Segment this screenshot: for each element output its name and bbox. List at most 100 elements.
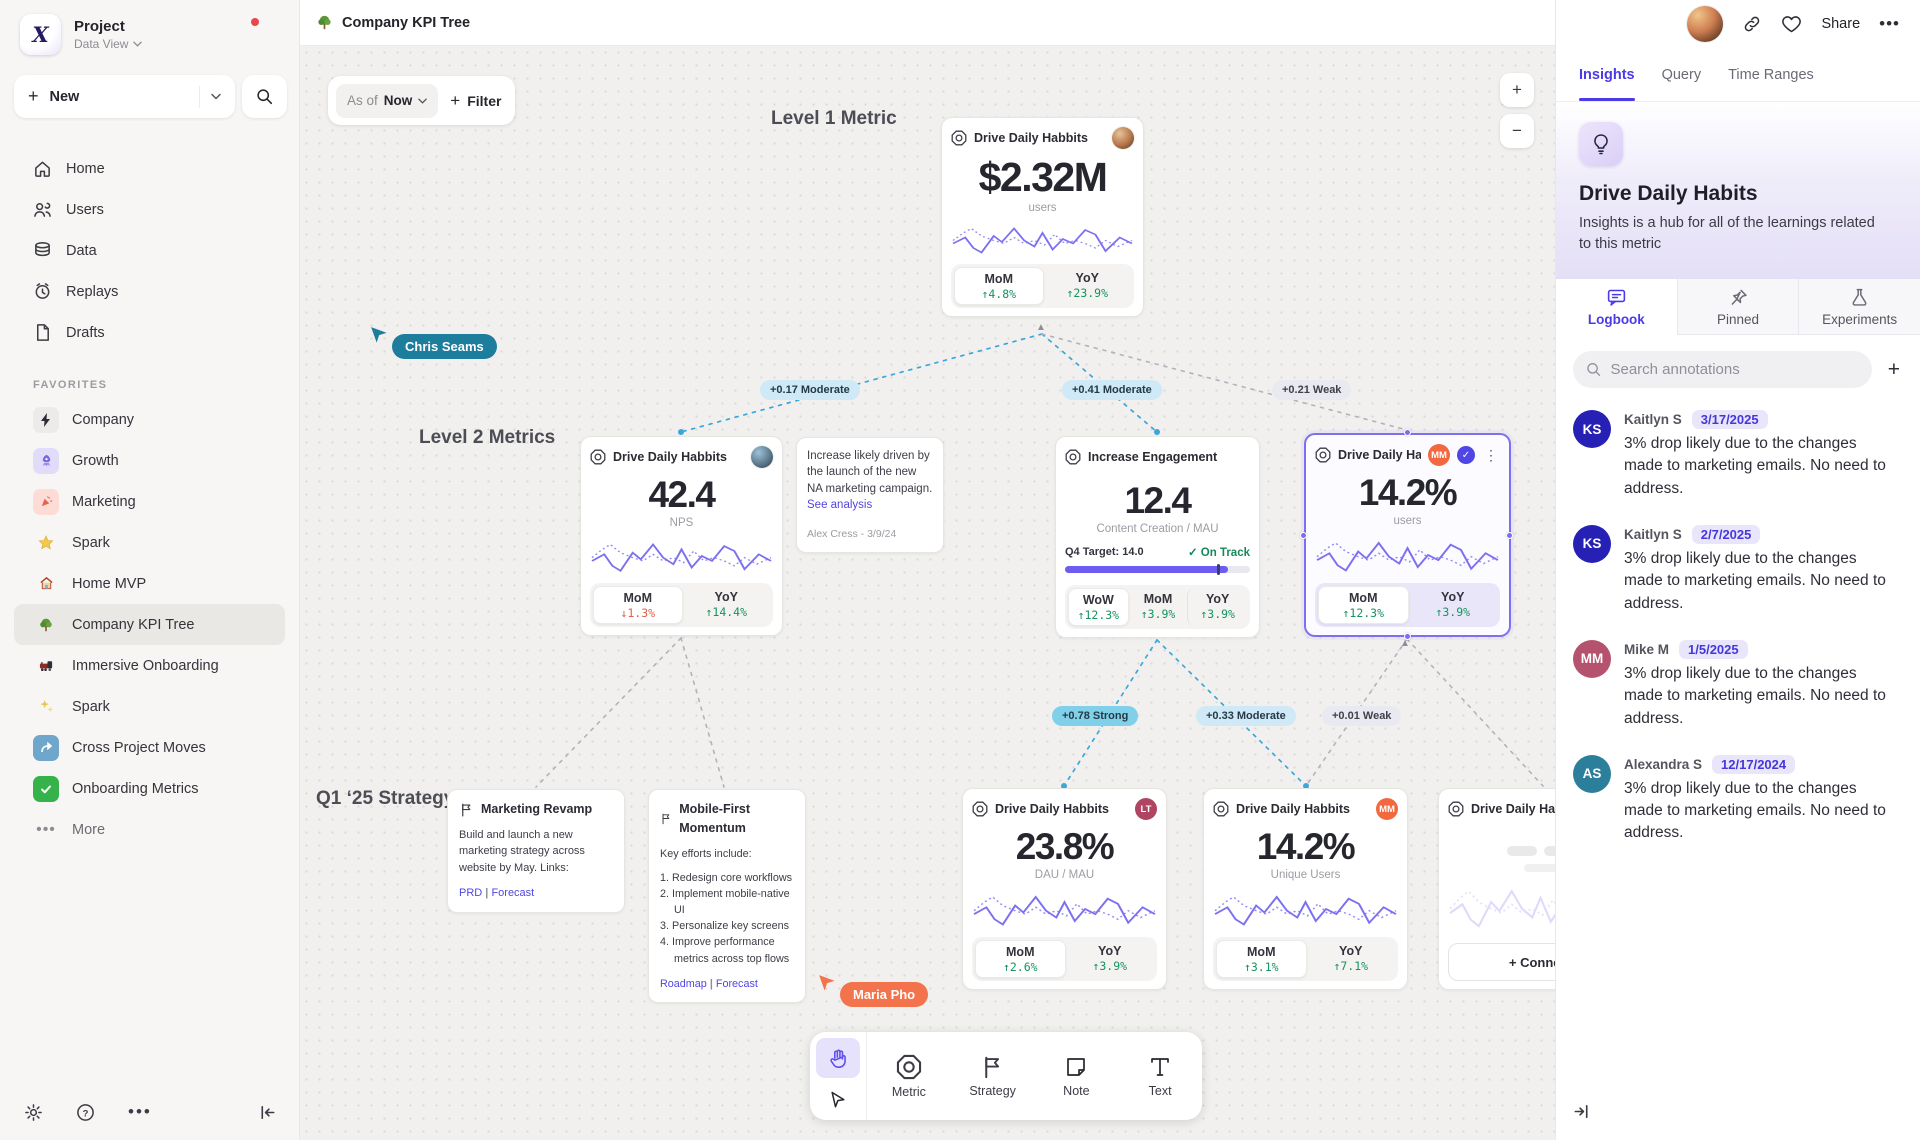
favorite-item-spark[interactable]: Spark xyxy=(14,522,285,563)
mom-chip[interactable]: MoM ↓1.3% xyxy=(593,586,683,624)
collapse-sidebar-icon[interactable] xyxy=(258,1103,277,1122)
mom-chip[interactable]: MoM ↑2.6% xyxy=(975,940,1066,978)
selection-handle[interactable] xyxy=(1404,633,1411,640)
connection-label: +0.41 Moderate xyxy=(1062,380,1162,400)
more-options-icon[interactable]: ••• xyxy=(128,1102,152,1121)
favorites-more[interactable]: ••• More xyxy=(14,809,285,850)
new-button[interactable]: + New xyxy=(14,75,235,118)
yoy-chip[interactable]: YoY ↑3.9% xyxy=(1092,944,1128,973)
annotation-item[interactable]: KS Kaitlyn S 2/7/2025 3% drop likely due… xyxy=(1573,524,1903,615)
text-tool-button[interactable]: Text xyxy=(1118,1032,1202,1120)
project-view-switcher[interactable]: Data View xyxy=(74,37,143,51)
share-button[interactable]: Share xyxy=(1821,16,1861,32)
sidebar-item-data[interactable]: Data xyxy=(0,230,299,271)
more-menu-icon[interactable]: ••• xyxy=(1879,14,1900,33)
annotation-note-card[interactable]: Increase likely driven by the launch of … xyxy=(796,437,944,554)
annotation-item[interactable]: KS Kaitlyn S 3/17/2025 3% drop likely du… xyxy=(1573,410,1903,500)
favorite-item-marketing[interactable]: Marketing xyxy=(14,481,285,522)
wow-chip[interactable]: WoW ↑12.3% xyxy=(1068,588,1129,626)
mom-chip[interactable]: MoM ↑3.9% xyxy=(1140,592,1176,621)
yoy-chip[interactable]: YoY ↑23.9% xyxy=(1066,271,1109,300)
user-avatar[interactable] xyxy=(1687,6,1724,42)
asof-selector[interactable]: As of Now xyxy=(336,83,439,118)
prd-link[interactable]: PRD xyxy=(459,887,483,900)
tab-insights[interactable]: Insights xyxy=(1579,48,1635,101)
sidebar-item-drafts[interactable]: Drafts xyxy=(0,312,299,353)
owner-badge: MM xyxy=(1428,444,1450,466)
yoy-chip[interactable]: YoY ↑7.1% xyxy=(1333,944,1369,973)
copy-link-icon[interactable] xyxy=(1742,14,1762,34)
favorite-item-company[interactable]: Company xyxy=(14,399,285,440)
favorite-item-onboarding-metrics[interactable]: Onboarding Metrics xyxy=(14,768,285,809)
sidebar-item-home[interactable]: Home xyxy=(0,148,299,189)
metric-card-selected[interactable]: Drive Daily Habb.. MM ✓ ⋮ 14.2% users Mo… xyxy=(1304,433,1511,637)
app-logo[interactable]: X xyxy=(20,14,61,55)
metric-card-level1[interactable]: Drive Daily Habbits $2.32M users MoM ↑4.8… xyxy=(941,117,1144,317)
favorite-heart-icon[interactable] xyxy=(1781,14,1802,35)
roadmap-link[interactable]: Roadmap xyxy=(660,977,707,990)
metric-card-dau[interactable]: Drive Daily Habbits LT 23.8% DAU / MAU M… xyxy=(962,788,1167,990)
collapse-arrow[interactable]: ▲ xyxy=(1036,322,1046,333)
note-tool-button[interactable]: Note xyxy=(1035,1032,1119,1120)
collapse-panel-icon[interactable] xyxy=(1572,1102,1591,1121)
metric-card-engagement[interactable]: Increase Engagement 12.4 Content Creatio… xyxy=(1055,436,1260,638)
favorite-item-spark-2[interactable]: Spark xyxy=(14,686,285,727)
annotation-item[interactable]: AS Alexandra S 12/17/2024 3% drop likely… xyxy=(1573,754,1903,845)
strategy-card-marketing-revamp[interactable]: Marketing Revamp Build and launch a new … xyxy=(447,789,625,913)
yoy-chip[interactable]: YoY ↑3.9% xyxy=(1187,588,1247,626)
flask-icon xyxy=(1852,288,1867,306)
subtab-logbook[interactable]: Logbook xyxy=(1556,279,1677,336)
annotation-date-badge: 2/7/2025 xyxy=(1691,524,1761,544)
metric-value: 23.8% xyxy=(1015,826,1115,867)
favorite-item-cross-project-moves[interactable]: Cross Project Moves xyxy=(14,727,285,768)
mom-chip[interactable]: MoM ↑12.3% xyxy=(1318,586,1409,624)
search-button[interactable] xyxy=(242,75,287,118)
strategy-tool-button[interactable]: Strategy xyxy=(951,1032,1035,1120)
mom-chip[interactable]: MoM ↑3.1% xyxy=(1216,940,1307,978)
favorite-item-home-mvp[interactable]: Home MVP xyxy=(14,563,285,604)
strategy-label: Q1 ‘25 Strategy xyxy=(316,788,455,809)
filter-button[interactable]: + Filter xyxy=(450,90,502,110)
see-analysis-link[interactable]: See analysis xyxy=(807,498,873,511)
help-icon[interactable]: ? xyxy=(76,1103,95,1122)
favorite-item-growth[interactable]: Growth xyxy=(14,440,285,481)
kpi-canvas[interactable]: As of Now + Filter + − Level 1 Metric Le… xyxy=(300,46,1555,1140)
tab-query[interactable]: Query xyxy=(1661,66,1702,83)
metric-card-unique-users[interactable]: Drive Daily Habbits MM 14.2% Unique User… xyxy=(1203,788,1408,990)
sidebar-item-users[interactable]: Users xyxy=(0,189,299,230)
metric-card-unconnected[interactable]: Drive Daily Hab + Connect xyxy=(1438,788,1555,990)
target-label: Q4 Target: 14.0 xyxy=(1065,546,1144,558)
add-annotation-button[interactable]: + xyxy=(1887,358,1900,382)
sidebar-item-replays[interactable]: Replays xyxy=(0,271,299,312)
favorite-item-company-kpi-tree[interactable]: Company KPI Tree xyxy=(14,604,285,645)
forecast-link[interactable]: Forecast xyxy=(491,887,535,900)
selection-handle[interactable] xyxy=(1404,429,1411,436)
zoom-in-button[interactable]: + xyxy=(1500,73,1534,107)
subtab-experiments[interactable]: Experiments xyxy=(1798,279,1920,336)
search-annotations-input[interactable] xyxy=(1610,361,1859,379)
collapse-arrow[interactable]: ▲ xyxy=(1400,638,1410,649)
annotation-item[interactable]: MM Mike M 1/5/2025 3% drop likely due to… xyxy=(1573,639,1903,730)
mom-chip[interactable]: MoM ↑4.8% xyxy=(954,267,1044,305)
zoom-out-button[interactable]: − xyxy=(1500,114,1534,148)
hand-tool-button[interactable] xyxy=(816,1038,860,1078)
annotation-search[interactable] xyxy=(1573,351,1872,389)
connect-button[interactable]: + Connect xyxy=(1448,943,1555,981)
card-menu-icon[interactable]: ⋮ xyxy=(1484,447,1498,463)
flag-icon xyxy=(660,811,672,826)
yoy-chip[interactable]: YoY ↑3.9% xyxy=(1435,590,1471,619)
favorite-item-immersive-onboarding[interactable]: Immersive Onboarding xyxy=(14,645,285,686)
metric-card-nps[interactable]: Drive Daily Habbits 42.4 NPS MoM ↓1.3% Yo… xyxy=(580,436,783,636)
selection-handle[interactable] xyxy=(1300,532,1307,539)
chevron-down-icon[interactable] xyxy=(211,93,221,100)
forecast-link[interactable]: Forecast xyxy=(715,977,758,990)
home-icon xyxy=(35,161,50,177)
select-tool-button[interactable] xyxy=(810,1080,866,1120)
tab-time-ranges[interactable]: Time Ranges xyxy=(1728,66,1814,83)
strategy-card-mobile-first[interactable]: Mobile-First Momentum Key efforts includ… xyxy=(648,789,806,1003)
yoy-chip[interactable]: YoY ↑14.4% xyxy=(705,590,748,619)
subtab-pinned[interactable]: Pinned xyxy=(1676,279,1799,336)
metric-tool-button[interactable]: Metric xyxy=(867,1032,951,1120)
selection-handle[interactable] xyxy=(1506,532,1513,539)
settings-gear-icon[interactable] xyxy=(24,1103,43,1122)
